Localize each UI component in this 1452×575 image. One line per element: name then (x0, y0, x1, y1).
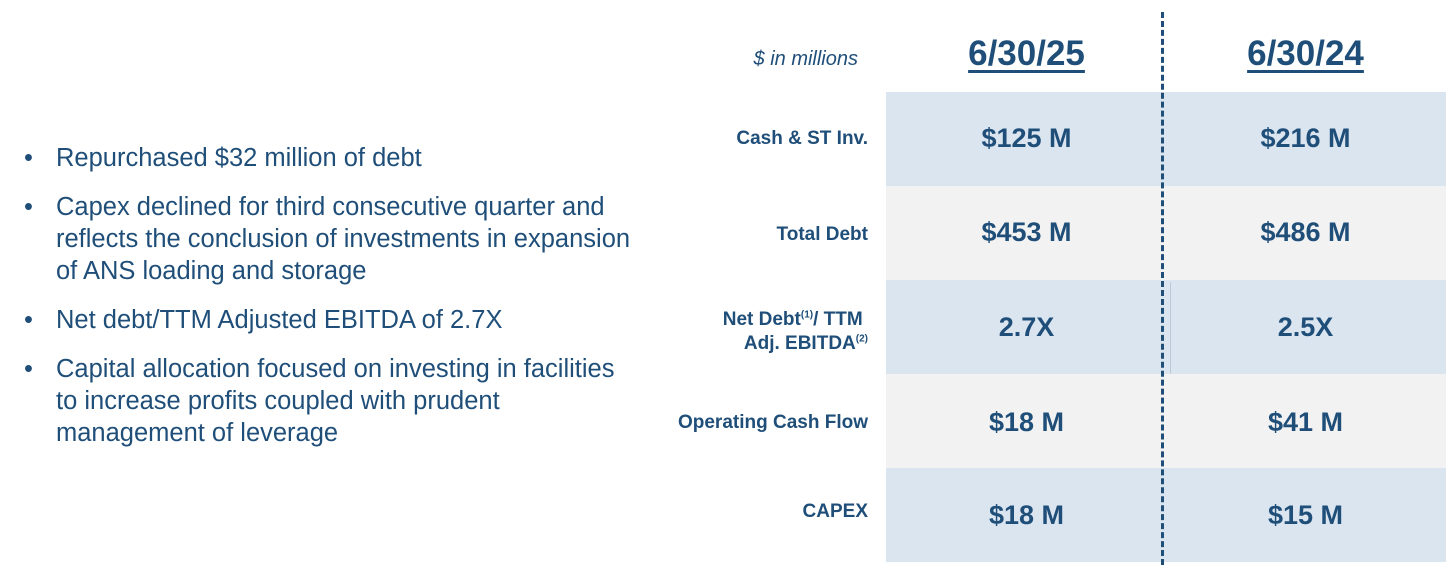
row-label-net-debt-line1b: / TTM (813, 309, 863, 330)
row-label-operating-cash: Operating Cash Flow (677, 412, 868, 433)
row-label-cash: Cash & ST Inv. (736, 128, 868, 149)
bullet-capex-decline: Capex declined for third consecutive qua… (24, 191, 634, 287)
row-label-capex: CAPEX (802, 501, 868, 522)
column-header-2025: 6/30/25 (968, 34, 1085, 73)
row-label-net-debt: Net Debt(1)/ TTM Adj. EBITDA(2) (640, 308, 868, 356)
column-header-2024: 6/30/24 (1247, 34, 1364, 73)
highlights-list: Repurchased $32 million of debt Capex de… (24, 142, 634, 466)
units-label: $ in millions (753, 48, 858, 70)
column-separator-line (1170, 282, 1171, 374)
cell-capex-2025: $18 M (988, 500, 1065, 530)
cell-operating-cash-2025: $18 M (988, 407, 1065, 437)
row-band-operating-cash (886, 374, 1446, 468)
row-band-total-debt (886, 186, 1446, 280)
row-label-net-debt-line1: Net Debt (722, 309, 801, 330)
row-label-net-debt-line2: Adj. EBITDA (743, 333, 856, 354)
cell-net-debt-2025: 2.7X (998, 312, 1055, 342)
bullet-capital-allocation: Capital allocation focused on investing … (24, 353, 634, 449)
financial-table (886, 92, 1446, 563)
row-band-net-debt (886, 280, 1446, 374)
footnote-ref-2: (2) (855, 333, 868, 345)
row-band-capex (886, 468, 1446, 562)
bullet-debt-repurchase: Repurchased $32 million of debt (24, 142, 634, 174)
footnote-ref-1: (1) (800, 309, 814, 321)
bullet-net-debt-ratio: Net debt/TTM Adjusted EBITDA of 2.7X (24, 304, 634, 336)
cell-cash-2025: $125 M (981, 123, 1072, 153)
cell-capex-2024: $15 M (1267, 500, 1344, 530)
cell-cash-2024: $216 M (1260, 123, 1351, 153)
cell-operating-cash-2024: $41 M (1267, 407, 1344, 437)
cell-total-debt-2024: $486 M (1260, 217, 1351, 247)
row-band-cash (886, 92, 1446, 186)
cell-total-debt-2025: $453 M (981, 217, 1072, 247)
row-label-total-debt: Total Debt (776, 224, 868, 245)
cell-net-debt-2024: 2.5X (1277, 312, 1334, 342)
dashed-column-divider (1161, 12, 1164, 565)
